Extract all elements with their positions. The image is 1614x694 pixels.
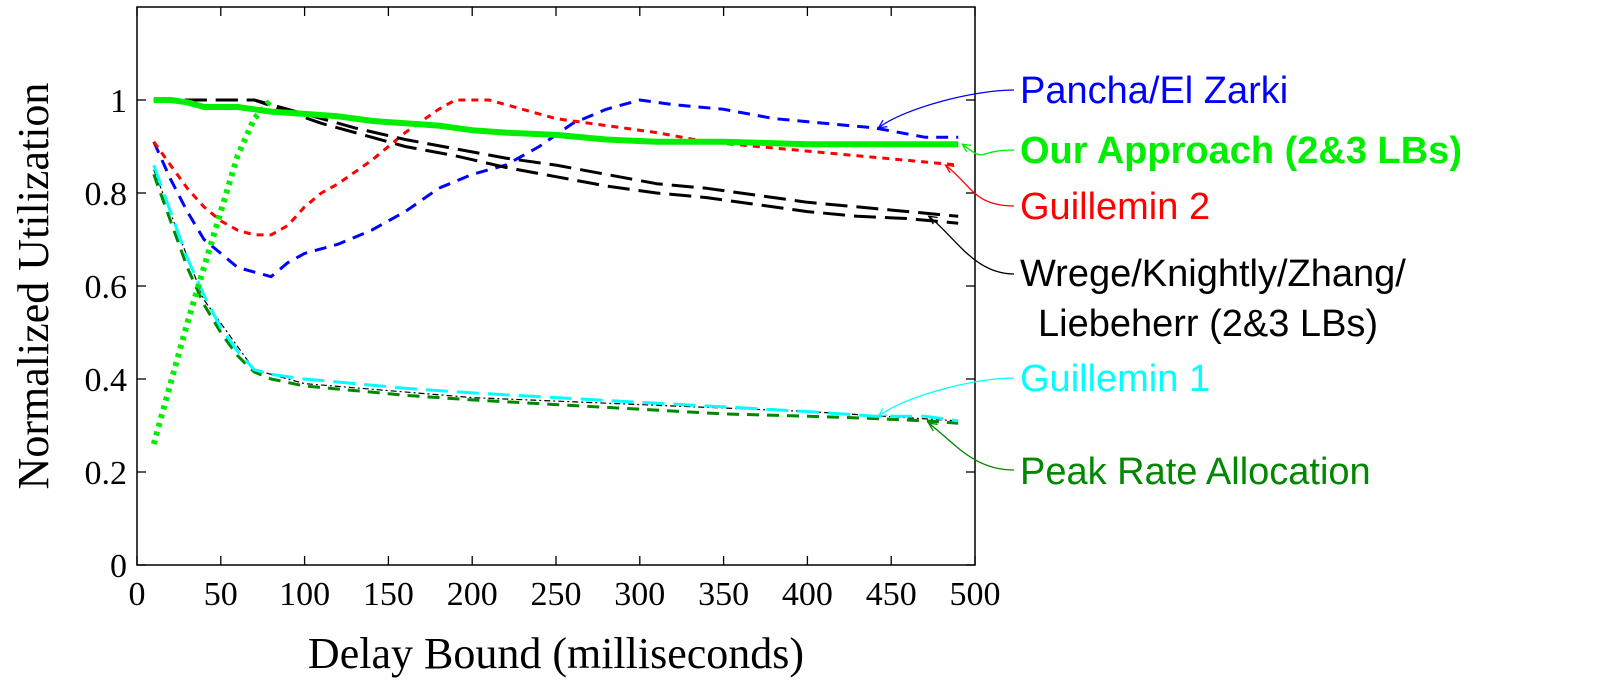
annotation-arrowhead (877, 119, 888, 129)
series-layer (150, 97, 959, 445)
series-line-ours_ramp (150, 97, 274, 445)
x-tick-label: 0 (129, 576, 146, 613)
x-tick-label: 150 (363, 576, 414, 613)
y-tick-label: 0.8 (85, 176, 128, 213)
annotation-arrow (878, 377, 1015, 417)
annotation-arrow (878, 89, 1015, 129)
annotation-layer: Pancha/El Zarki Our Approach (2&3 LBs) Gui… (877, 70, 1462, 493)
x-tick-label: 450 (866, 576, 917, 613)
x-tick-label: 300 (614, 576, 665, 613)
legend-label-ours: Our Approach (2&3 LBs) (1020, 130, 1462, 172)
legend-label-peak: Peak Rate Allocation (1020, 451, 1371, 493)
series-line-peak_thin (153, 169, 959, 422)
series-line-ours (153, 97, 959, 148)
y-tick-label: 0.2 (85, 455, 128, 492)
x-tick-label: 50 (204, 576, 238, 613)
series-line-pancha (152, 98, 959, 279)
y-axis-title: Normalized Utilization (9, 83, 58, 490)
y-tick-label: 0 (110, 548, 127, 585)
annotation-arrow (945, 164, 1015, 207)
series-line-wrege_upper (153, 98, 959, 218)
series-line-peak (152, 173, 959, 425)
axis-ticks: 0 50 100 150 200 250 300 350 400 450 500 0 0.2 0.4 0.6… (85, 7, 1001, 613)
annotation-arrow (928, 422, 1015, 471)
annotation-arrowhead (944, 164, 955, 174)
annotation-arrowhead (877, 408, 888, 418)
annotation-arrow (928, 215, 1015, 275)
x-tick-label: 400 (782, 576, 833, 613)
legend-label-wrege: Wrege/Knightly/Zhang/ (1020, 253, 1406, 295)
y-tick-label: 0.4 (85, 362, 128, 399)
legend-label-wrege-line2: Liebeherr (2&3 LBs) (1038, 303, 1378, 345)
y-tick-label: 0.6 (85, 269, 128, 306)
x-axis-title: Delay Bound (milliseconds) (308, 629, 804, 678)
annotation-arrowhead (927, 422, 938, 432)
series-line-guillemin1 (152, 164, 959, 423)
annotation-arrowhead (927, 215, 938, 225)
x-tick-label: 350 (698, 576, 749, 613)
plot-frame (136, 6, 976, 566)
x-tick-label: 250 (531, 576, 582, 613)
annotation-arrowhead (960, 143, 972, 153)
legend-label-guillemin1: Guillemin 1 (1020, 358, 1210, 400)
x-tick-label: 500 (950, 576, 1001, 613)
annotation-arrow (961, 143, 1015, 156)
x-tick-label: 200 (447, 576, 498, 613)
legend-label-pancha: Pancha/El Zarki (1020, 70, 1288, 112)
y-tick-label: 1 (110, 83, 127, 120)
legend-label-guillemin2: Guillemin 2 (1020, 186, 1210, 228)
x-tick-label: 100 (279, 576, 330, 613)
